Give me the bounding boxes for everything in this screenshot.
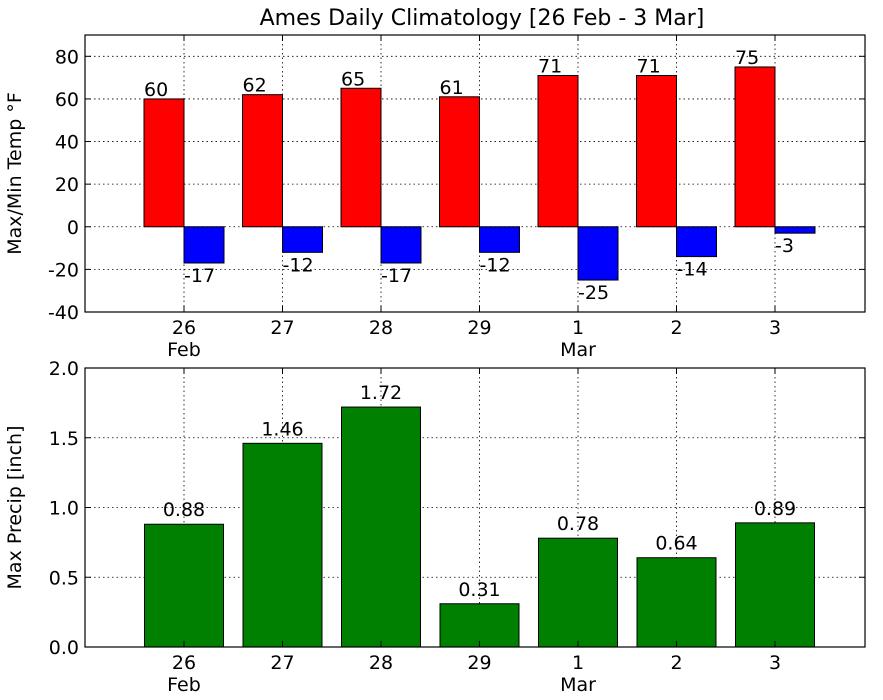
- bar: [735, 522, 815, 648]
- bar: [380, 226, 422, 264]
- bar: [439, 603, 520, 648]
- x-month-label: Mar: [560, 674, 596, 696]
- bar: [479, 226, 520, 253]
- data-label: 0.31: [458, 579, 500, 601]
- data-label: 71: [538, 55, 562, 77]
- data-label: 0.88: [163, 499, 205, 521]
- x-tick-label: 2: [670, 317, 682, 339]
- data-label: -17: [381, 265, 412, 287]
- bar: [439, 96, 480, 228]
- x-month-label: Feb: [167, 674, 201, 696]
- x-tick-label: 3: [769, 652, 781, 674]
- data-label: 65: [341, 68, 365, 90]
- data-label: -17: [184, 265, 215, 287]
- data-label: 0.64: [655, 533, 697, 555]
- figure-title: Ames Daily Climatology [26 Feb - 3 Mar]: [260, 6, 705, 31]
- bar: [734, 66, 776, 228]
- data-label: 75: [735, 47, 759, 69]
- bar: [774, 226, 816, 234]
- data-label: -25: [578, 282, 609, 304]
- y-tick-label: -20: [48, 259, 79, 281]
- data-label: 61: [440, 77, 464, 99]
- plot-frame: [84, 34, 866, 313]
- bar: [183, 226, 225, 264]
- bar: [242, 442, 323, 648]
- y-tick-label: 0.0: [49, 637, 79, 659]
- x-tick-label: 3: [769, 317, 781, 339]
- bar: [636, 74, 677, 228]
- x-tick-label: 1: [572, 652, 584, 674]
- bar: [636, 557, 717, 648]
- y-axis-label: Max/Min Temp °F: [4, 92, 26, 255]
- bar: [341, 406, 421, 648]
- bar: [577, 226, 619, 281]
- bar: [340, 87, 382, 228]
- temperature-chart: 60 62 65 61 71 71 75 -17 -12 -17 -12 -25 -14 -3 -40 -20…: [4, 34, 866, 361]
- x-tick-label: 26: [172, 652, 196, 674]
- x-month-label: Feb: [167, 339, 201, 361]
- y-axis-label: Max Precip [inch]: [4, 426, 26, 590]
- bar: [282, 226, 323, 253]
- y-tick-label: 20: [55, 174, 79, 196]
- bar: [538, 537, 618, 648]
- data-label: -3: [775, 235, 794, 257]
- y-tick-label: 1.0: [49, 498, 79, 520]
- bar: [242, 94, 283, 228]
- data-label: -12: [480, 254, 511, 276]
- data-label: -12: [283, 254, 314, 276]
- x-tick-label: 2: [670, 652, 682, 674]
- data-label: -14: [677, 259, 708, 281]
- x-tick-label: 29: [467, 652, 491, 674]
- precipitation-chart: 0.88 1.46 1.72 0.31 0.78 0.64 0.89 0.0 0.5 1.0 1.5…: [4, 358, 866, 696]
- x-tick-label: 28: [369, 652, 393, 674]
- data-label: 1.46: [261, 418, 303, 440]
- x-tick-label: 26: [172, 317, 196, 339]
- y-tick-label: 60: [55, 89, 79, 111]
- x-tick-label: 28: [369, 317, 393, 339]
- x-tick-label: 27: [270, 652, 294, 674]
- y-tick-label: -40: [48, 302, 79, 324]
- y-tick-label: 0.5: [49, 567, 79, 589]
- y-tick-label: 40: [55, 132, 79, 154]
- x-tick-label: 29: [467, 317, 491, 339]
- x-tick-label: 1: [572, 317, 584, 339]
- bar: [144, 523, 224, 648]
- y-tick-label: 2.0: [49, 358, 79, 380]
- bar: [143, 98, 185, 228]
- bar: [676, 226, 717, 258]
- data-label: 1.72: [360, 382, 402, 404]
- data-label: 62: [243, 75, 267, 97]
- x-tick-label: 27: [270, 317, 294, 339]
- y-tick-label: 80: [55, 46, 79, 68]
- y-tick-label: 1.5: [49, 428, 79, 450]
- data-label: 60: [144, 79, 168, 101]
- x-month-label: Mar: [560, 339, 596, 361]
- data-label: 71: [637, 55, 661, 77]
- y-tick-label: 0: [67, 217, 79, 239]
- data-label: 0.89: [754, 498, 796, 520]
- bar: [537, 74, 579, 228]
- data-label: 0.78: [557, 513, 599, 535]
